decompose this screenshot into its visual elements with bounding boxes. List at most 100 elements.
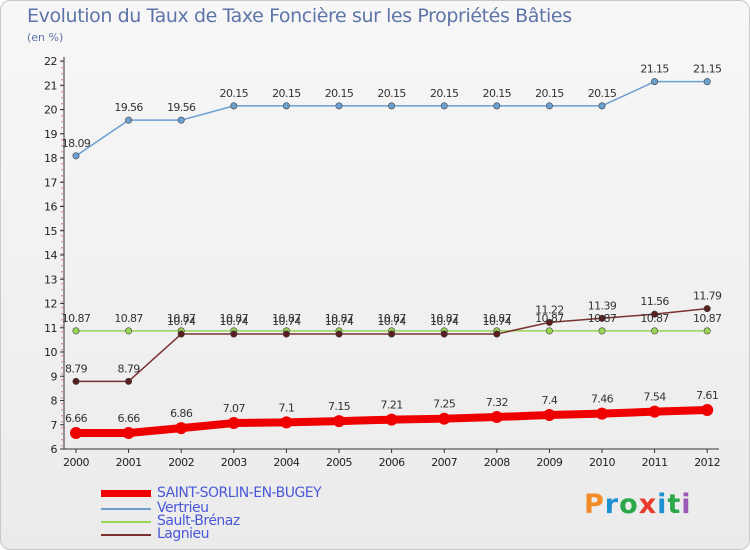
data-label-saint_sorlin: 7.32 [486,396,508,409]
point-sault_brenaz [125,327,133,335]
point-vertrieu [282,102,290,110]
y-tick-label: 15 [44,225,57,238]
point-vertrieu [177,116,185,124]
logo-letter: t [667,489,682,520]
data-label-lagnieu: 11.56 [640,295,669,308]
legend-swatch-lagnieu [101,534,151,536]
data-label-sault_brenaz: 10.87 [167,312,196,325]
data-label-saint_sorlin: 7.15 [328,400,351,413]
data-label-lagnieu: 10.74 [167,315,196,328]
data-label-saint_sorlin: 6.66 [118,412,141,425]
data-label-lagnieu: 10.74 [325,315,354,328]
y-tick-label: 12 [44,298,57,311]
point-saint_sorlin [122,426,135,439]
point-saint_sorlin [333,415,345,428]
data-label-saint_sorlin: 6.66 [65,412,88,425]
point-lagnieu [125,377,133,385]
y-tick-label: 19 [44,128,57,141]
data-labels: 18.09 19.56 19.56 20.15 20.15 20.15 20.15 20.15… [62,63,723,425]
data-label-saint_sorlin: 6.86 [170,407,193,420]
point-lagnieu [651,310,659,318]
legend-label-saint-sorlin: SAINT-SORLIN-EN-BUGEY [157,485,322,501]
proxiti-logo: Proxiti [584,489,692,520]
data-label-vertrieu: 20.15 [430,87,459,100]
data-label-sault_brenaz: 10.87 [693,312,722,325]
point-vertrieu [651,78,659,86]
data-label-sault_brenaz: 10.87 [325,312,354,325]
point-lagnieu [493,330,501,338]
point-sault_brenaz [651,327,659,335]
data-label-sault_brenaz: 10.87 [220,312,249,325]
y-tick-label: 17 [44,176,57,189]
data-label-sault_brenaz: 10.87 [535,312,564,325]
point-lagnieu [545,318,553,326]
point-lagnieu [72,377,80,385]
point-vertrieu [72,152,80,160]
point-saint_sorlin [385,413,398,426]
point-saint_sorlin [490,410,503,423]
data-label-lagnieu: 10.74 [483,315,512,328]
point-saint_sorlin [701,403,714,416]
data-label-vertrieu: 20.15 [588,87,617,100]
y-tick-label: 20 [44,104,57,117]
point-saint_sorlin [543,409,556,422]
point-saint_sorlin [438,412,451,425]
point-vertrieu [598,102,606,110]
data-label-saint_sorlin: 7.54 [644,391,667,404]
x-tick-label: 2010 [589,456,615,469]
logo-letter: x [638,489,658,520]
point-vertrieu [703,78,711,86]
data-label-saint_sorlin: 7.4 [542,394,558,407]
data-label-vertrieu: 20.15 [220,87,249,100]
y-tick-label: 22 [44,55,57,68]
point-vertrieu [440,102,448,110]
point-sault_brenaz [598,327,606,335]
data-label-vertrieu: 20.15 [325,87,354,100]
point-lagnieu [388,330,396,338]
x-tick-label: 2011 [642,456,668,469]
data-label-lagnieu: 8.79 [118,362,141,375]
data-label-vertrieu: 19.56 [114,101,143,114]
y-tick-label: 11 [44,322,57,335]
data-label-lagnieu: 10.74 [430,315,459,328]
data-label-saint_sorlin: 7.46 [591,393,614,406]
point-saint_sorlin [227,417,240,430]
data-label-vertrieu: 20.15 [272,87,301,100]
data-label-saint_sorlin: 7.07 [223,402,246,415]
point-vertrieu [493,102,501,110]
chart-subtitle: (en %) [27,31,64,44]
legend-label-vertrieu: Vertrieu [157,500,209,516]
point-lagnieu [177,330,185,338]
point-lagnieu [230,330,238,338]
data-label-vertrieu: 21.15 [640,63,669,76]
axes: 6 7 8 9 10 11 12 13 14 15 16 17 18 19 20 21 22 2000 2001 20… [44,55,721,469]
data-label-sault_brenaz: 10.87 [114,312,143,325]
data-label-saint_sorlin: 7.1 [279,401,295,414]
x-tick-label: 2008 [484,456,510,469]
data-label-vertrieu: 19.56 [167,101,196,114]
data-label-lagnieu: 10.74 [272,315,301,328]
legend-swatch-sault-brenaz [101,521,151,523]
data-label-sault_brenaz: 10.87 [272,312,301,325]
x-tick-label: 2000 [63,456,89,469]
point-lagnieu [282,330,290,338]
point-vertrieu [388,102,396,110]
y-tick-label: 9 [51,370,58,383]
point-saint_sorlin [70,426,82,439]
logo-letter: i [681,489,692,520]
point-lagnieu [598,314,606,322]
logo-letter: o [619,489,639,520]
point-vertrieu [125,116,133,124]
point-lagnieu [335,330,343,338]
y-tick-label: 6 [51,443,58,456]
data-label-lagnieu: 10.74 [220,315,249,328]
data-label-sault_brenaz: 10.87 [640,312,669,325]
x-tick-label: 2007 [431,456,457,469]
point-vertrieu [335,102,343,110]
y-tick-label: 10 [44,346,57,359]
y-tick-label: 14 [44,249,57,262]
data-label-sault_brenaz: 10.87 [483,312,512,325]
legend-swatch-saint-sorlin [101,490,151,497]
point-saint_sorlin [596,407,608,420]
